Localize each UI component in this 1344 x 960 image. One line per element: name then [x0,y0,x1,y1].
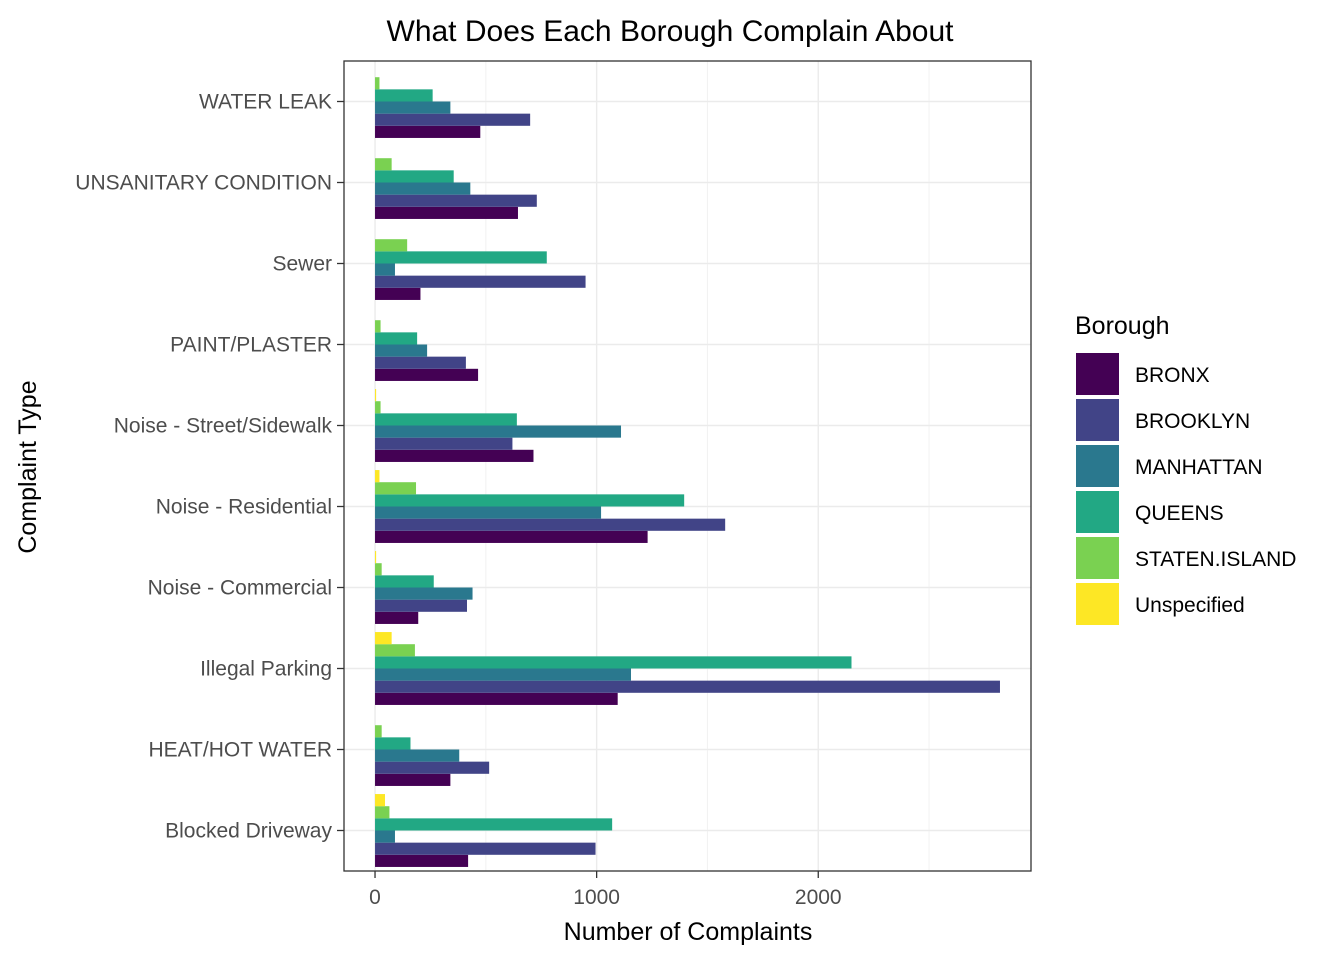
bar [375,506,602,519]
bar [375,158,392,171]
bar [375,356,466,369]
y-tick-label: WATER LEAK [199,91,332,114]
bar [375,692,618,705]
x-tick-label: 0 [369,886,381,909]
bar [375,818,613,831]
bar [375,599,467,612]
bar [375,761,490,774]
bar [375,668,631,681]
plot-border [343,60,1032,872]
bar [375,644,415,657]
legend-label: MANHATTAN [1135,456,1263,479]
legend-key [1076,491,1119,533]
legend-key [1076,353,1119,395]
bar [375,77,380,90]
bar [375,482,417,495]
bar [375,494,685,507]
bar [375,830,395,843]
legend: Borough BRONX BROOKLYN MANHATTAN QUEENS STAT… [1075,312,1296,625]
bar [375,806,390,819]
y-tick-label: Blocked Driveway [165,820,332,843]
bar [375,263,395,276]
y-axis: Blocked Driveway HEAT/HOT WATER Illegal Pa… [75,91,344,843]
x-axis-title: Number of Complaints [564,918,813,946]
y-tick-label: Noise - Commercial [148,577,332,600]
y-tick-label: Sewer [272,253,332,276]
legend-key [1076,445,1119,487]
y-tick-label: PAINT/PLASTER [170,334,332,357]
legend-label: Unspecified [1135,594,1245,617]
y-tick-label: Noise - Street/Sidewalk [114,415,333,438]
bar [375,611,419,624]
bar [375,413,517,426]
bar [375,575,434,588]
bar [375,332,418,345]
bar [375,470,380,483]
bar [375,389,377,402]
bar [375,275,586,288]
legend-title: Borough [1075,312,1170,340]
bar [375,239,408,252]
bar [375,656,852,669]
legend-label: STATEN.ISLAND [1135,548,1296,571]
y-tick-label: Noise - Residential [156,496,332,519]
bar [375,89,433,102]
y-tick-label: UNSANITARY CONDITION [75,172,332,195]
legend-key [1076,399,1119,441]
bar [375,182,471,195]
bar [375,563,382,576]
bar [375,425,622,438]
bar [375,251,547,264]
bar [375,854,469,867]
legend-key [1076,583,1119,625]
bar [375,749,460,762]
bar [375,344,428,357]
bar [375,737,411,750]
bar [375,194,537,207]
bar [375,368,479,381]
bar [375,530,648,543]
bar [375,632,392,645]
bar [375,320,381,333]
bar [375,113,531,126]
legend-key [1076,537,1119,579]
y-tick-label: Illegal Parking [200,658,332,681]
y-tick-label: HEAT/HOT WATER [148,739,332,762]
bar [375,437,513,450]
bar [375,725,382,738]
x-axis: 0 1000 2000 [369,871,842,909]
chart-title: What Does Each Borough Complain About [387,15,955,48]
bar [375,842,596,855]
bar [375,170,454,183]
bars-layer [375,77,1000,867]
x-tick-label: 1000 [573,886,620,909]
legend-label: BRONX [1135,364,1210,387]
x-tick-label: 2000 [795,886,842,909]
bar [375,518,726,531]
bar [375,101,451,114]
bar [375,551,377,564]
bar [375,449,534,462]
bar [375,206,518,219]
bar [375,287,421,300]
bar [375,401,381,414]
bar [375,587,473,600]
bar [375,773,451,786]
legend-label: BROOKLYN [1135,410,1250,433]
bar [375,794,385,807]
bar [375,680,1000,693]
bar [375,125,481,138]
y-axis-title: Complaint Type [14,380,42,553]
legend-label: QUEENS [1135,502,1224,525]
